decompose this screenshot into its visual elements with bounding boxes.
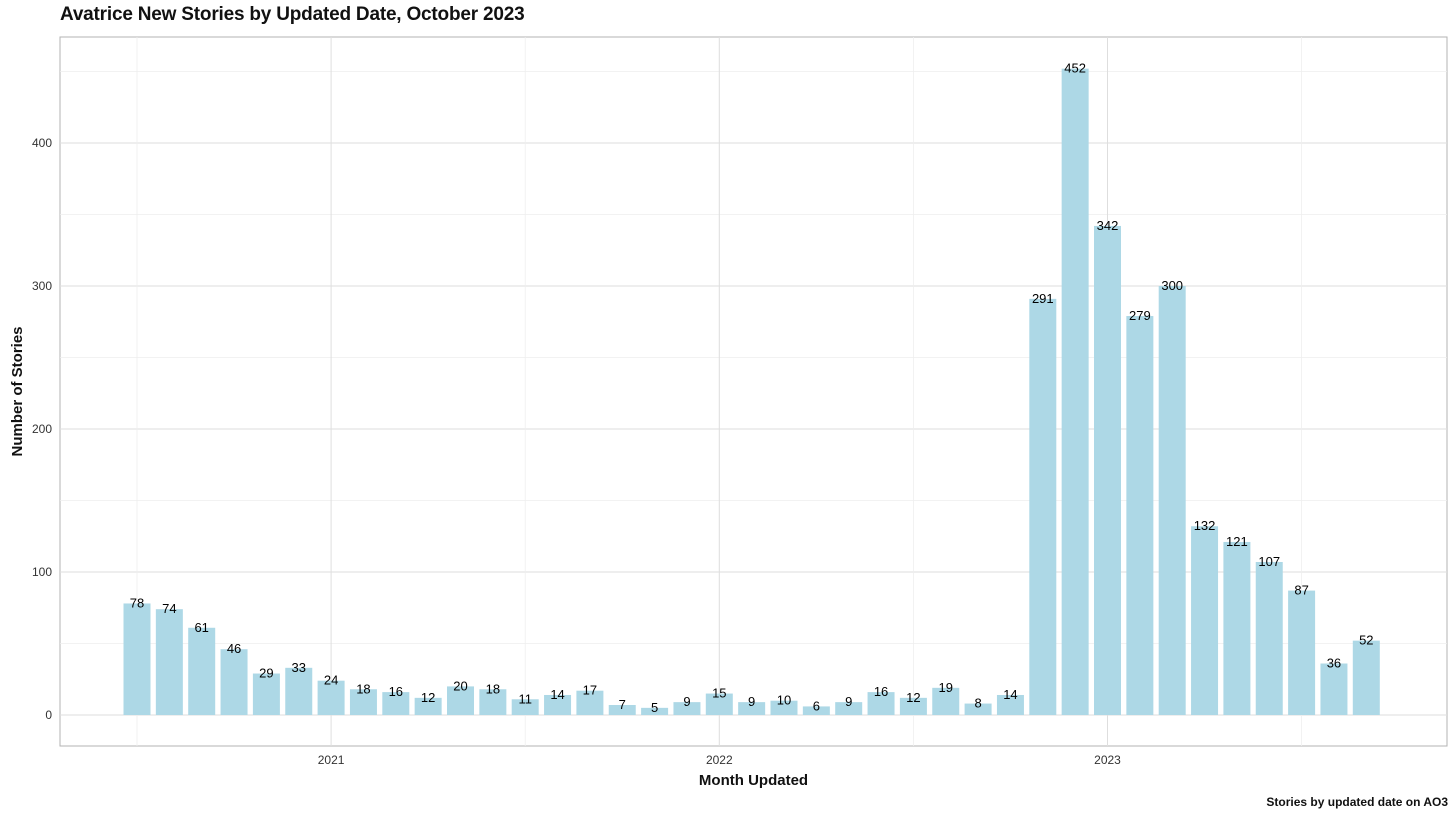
bar — [608, 704, 636, 715]
bar-value-label: 6 — [813, 698, 820, 713]
bar-value-label: 300 — [1161, 278, 1183, 293]
bar — [996, 694, 1024, 715]
bar-value-label: 291 — [1032, 291, 1054, 306]
bar-value-label: 18 — [356, 681, 370, 696]
y-tick-label: 300 — [32, 279, 52, 293]
bar — [447, 686, 474, 715]
bar-value-label: 14 — [1003, 687, 1017, 702]
bar-value-label: 10 — [777, 693, 791, 708]
bar-value-label: 132 — [1194, 518, 1216, 533]
bar-value-label: 33 — [292, 660, 306, 675]
bar-value-label: 12 — [906, 690, 920, 705]
bar — [641, 707, 669, 715]
x-axis-title: Month Updated — [699, 772, 808, 789]
bar-value-label: 29 — [259, 666, 273, 681]
bar — [1126, 316, 1154, 715]
bar — [899, 697, 927, 715]
bars — [123, 68, 1380, 715]
bar-value-label: 87 — [1294, 583, 1308, 598]
x-tick-label: 2022 — [706, 753, 733, 767]
bar-value-label: 279 — [1129, 308, 1151, 323]
bar — [1352, 640, 1380, 715]
bar — [220, 649, 248, 715]
bar — [1223, 541, 1251, 715]
y-tick-label: 0 — [45, 708, 52, 722]
bar-value-label: 19 — [939, 680, 953, 695]
bar — [802, 706, 830, 715]
bar — [414, 697, 442, 715]
bar — [479, 689, 507, 715]
bar-value-label: 36 — [1327, 656, 1341, 671]
bar-value-label: 8 — [974, 696, 981, 711]
bar — [835, 702, 863, 715]
bar — [123, 603, 151, 715]
bar-value-label: 20 — [453, 678, 467, 693]
bar — [1191, 526, 1219, 715]
y-axis-title: Number of Stories — [9, 326, 26, 456]
bar-value-label: 7 — [619, 697, 626, 712]
chart-title: Avatrice New Stories by Updated Date, Oc… — [60, 4, 525, 25]
bar-value-label: 74 — [162, 601, 176, 616]
bar — [1255, 561, 1283, 715]
x-tick-label: 2023 — [1094, 753, 1121, 767]
bar-value-label: 14 — [550, 687, 564, 702]
bar-value-label: 9 — [845, 694, 852, 709]
bar — [285, 667, 313, 715]
bar-value-label: 46 — [227, 641, 241, 656]
bar — [1158, 286, 1186, 715]
bar — [1320, 663, 1348, 715]
bar — [188, 627, 216, 715]
bar-value-label: 12 — [421, 690, 435, 705]
y-tick-label: 100 — [32, 565, 52, 579]
bar — [511, 699, 539, 715]
bar — [673, 702, 701, 715]
axes: Month Updated Number of Stories 0 100 200 3… — [9, 136, 1121, 789]
bar — [770, 700, 798, 715]
bar-value-label: 18 — [486, 681, 500, 696]
bar — [382, 692, 410, 715]
bar-value-label: 5 — [651, 700, 658, 715]
bar — [964, 703, 992, 715]
bar — [576, 690, 604, 715]
bar-value-label: 121 — [1226, 534, 1248, 549]
x-tick-label: 2021 — [318, 753, 345, 767]
bar — [349, 689, 377, 715]
bar — [544, 694, 572, 715]
bar-value-label: 17 — [583, 683, 597, 698]
chart-caption: Stories by updated date on AO3 — [1266, 795, 1448, 809]
bar — [932, 687, 960, 715]
bar — [317, 680, 345, 715]
bar-value-label: 52 — [1359, 633, 1373, 648]
bar — [155, 609, 183, 715]
bar — [867, 692, 895, 715]
bar-value-label: 9 — [748, 694, 755, 709]
bar — [1094, 225, 1121, 715]
bar — [1061, 68, 1089, 715]
bar-value-label: 24 — [324, 673, 338, 688]
bar — [705, 693, 733, 715]
bar-value-label: 16 — [874, 684, 888, 699]
bar — [1029, 298, 1057, 715]
bar-value-label: 107 — [1258, 554, 1280, 569]
bar-value-label: 15 — [712, 686, 726, 701]
y-tick-label: 200 — [32, 422, 52, 436]
bar-value-label: 78 — [130, 595, 144, 610]
bar — [738, 702, 766, 715]
bar-value-label: 342 — [1097, 218, 1119, 233]
bar-value-label: 61 — [194, 620, 208, 635]
bar-value-label: 11 — [518, 691, 532, 706]
bar — [1288, 590, 1316, 715]
bar-value-label: 16 — [389, 684, 403, 699]
bar-value-label: 452 — [1064, 61, 1086, 76]
y-tick-label: 400 — [32, 136, 52, 150]
bar-value-label: 9 — [683, 694, 690, 709]
bar-value-labels: 78 74 61 46 29 33 24 18 16 12 20 18 11 14 17 7 5 9 15 9 10 6 9… — [130, 61, 1374, 715]
bar — [252, 673, 280, 715]
